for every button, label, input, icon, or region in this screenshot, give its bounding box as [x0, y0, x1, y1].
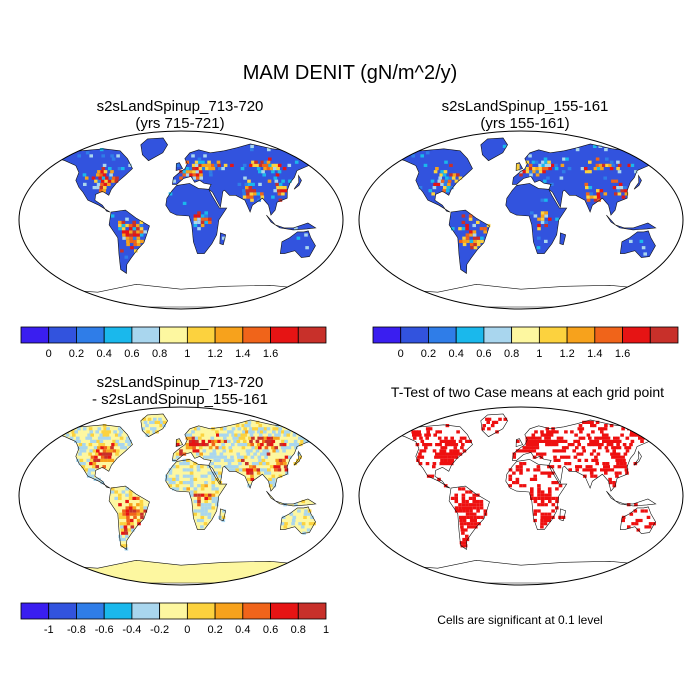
colorbar-case2-swatch	[483, 326, 513, 344]
colorbar-case1-swatch	[20, 326, 50, 344]
colorbar-case1-swatch	[159, 326, 188, 344]
colorbar-case1-tick-label: 0	[46, 348, 52, 360]
colorbar-difference-tick-label: 0	[184, 624, 190, 636]
colorbar-difference-swatch	[48, 602, 77, 620]
colorbar-case2-tick-label: 0.2	[421, 348, 436, 360]
colorbar-difference-tick-label: -0.6	[95, 624, 114, 636]
colorbar-case1-tick-label: 0.2	[69, 348, 84, 360]
colorbar-difference-swatch	[297, 602, 327, 620]
figure-title: MAM DENIT (gN/m^2/y)	[242, 62, 458, 84]
panel2-title-line2: (yrs 155-161)	[480, 115, 570, 132]
colorbar-case1-tick-label: 0.6	[124, 348, 139, 360]
map-panel-case1	[18, 130, 344, 310]
panel3-subtitle: s2sLandSpinup_713-720 - s2sLandSpinup_15…	[20, 374, 340, 408]
map-panel-difference	[18, 406, 344, 586]
colorbar-case1: 0 0.2 0.4 0.6 0.8 1 1.2 1.4 1.6	[20, 326, 327, 360]
panel2-title-line1: s2sLandSpinup_155-161	[441, 98, 609, 115]
colorbar-case1-swatch	[103, 326, 133, 344]
panel3-title-line1: s2sLandSpinup_713-720	[96, 374, 264, 391]
colorbar-difference-swatch	[159, 602, 188, 620]
colorbar-case1-swatch	[131, 326, 161, 344]
colorbar-difference-swatch	[270, 602, 299, 620]
colorbar-case2-tick-label: 0.4	[449, 348, 464, 360]
colorbar-difference-swatch	[131, 602, 161, 620]
colorbar-difference-tick-label: 1	[323, 624, 329, 636]
colorbar-difference-swatch	[214, 602, 244, 620]
colorbar-case1-tick-label: 1.2	[207, 348, 222, 360]
panel1-title-line2: (yrs 715-721)	[135, 115, 225, 132]
colorbar-difference-swatch	[20, 602, 50, 620]
colorbar-difference: -1 -0.8 -0.6 -0.4 -0.2 0 0.2 0.4 0.6 0.8 1	[20, 602, 329, 636]
colorbar-case2-swatch	[538, 326, 568, 344]
colorbar-difference-swatch	[242, 602, 271, 620]
colorbar-difference-tick-label: 0.2	[207, 624, 222, 636]
colorbar-case2-tick-label: 0.6	[476, 348, 491, 360]
colorbar-case1-tick-label: 0.8	[152, 348, 167, 360]
colorbar-difference-tick-label: -0.4	[122, 624, 141, 636]
colorbar-case2: 0 0.2 0.4 0.6 0.8 1 1.2 1.4 1.6	[372, 326, 679, 360]
colorbar-difference-tick-label: 0.6	[263, 624, 278, 636]
colorbar-case1-tick-label: 1	[184, 348, 190, 360]
colorbar-case2-tick-label: 1.2	[559, 348, 574, 360]
colorbar-difference-tick-label: 0.8	[291, 624, 306, 636]
colorbar-difference-tick-label: 0.4	[235, 624, 250, 636]
panel1-subtitle: s2sLandSpinup_713-720 (yrs 715-721)	[40, 98, 320, 132]
panel3-title-line2: - s2sLandSpinup_155-161	[92, 391, 268, 408]
colorbar-difference-tick-label: -0.2	[150, 624, 169, 636]
colorbar-case2-swatch	[622, 326, 651, 344]
panel4-title-line1: T-Test of two Case means at each grid po…	[390, 384, 665, 400]
colorbar-difference-tick-label: -0.8	[67, 624, 86, 636]
panel2-subtitle: s2sLandSpinup_155-161 (yrs 155-161)	[385, 98, 665, 132]
colorbar-difference-swatch	[186, 602, 216, 620]
colorbar-case1-swatch	[242, 326, 271, 344]
map-panel-case2	[358, 130, 684, 310]
colorbar-case2-swatch	[400, 326, 429, 344]
colorbar-case1-tick-label: 1.6	[263, 348, 278, 360]
colorbar-case1-swatch	[48, 326, 77, 344]
colorbar-case2-swatch	[594, 326, 623, 344]
panel1-title-line1: s2sLandSpinup_713-720	[96, 98, 264, 115]
colorbar-case2-swatch	[372, 326, 402, 344]
colorbar-case2-swatch	[649, 326, 679, 344]
colorbar-case1-swatch	[270, 326, 299, 344]
colorbar-case2-tick-label: 0	[398, 348, 404, 360]
colorbar-difference-swatch	[76, 602, 105, 620]
map-panel-ttest	[358, 406, 684, 586]
colorbar-difference-swatch	[103, 602, 133, 620]
panel4-subtitle: T-Test of two Case means at each grid po…	[360, 384, 695, 401]
colorbar-case1-tick-label: 1.4	[235, 348, 250, 360]
colorbar-case2-tick-label: 1.4	[587, 348, 602, 360]
colorbar-case2-tick-label: 0.8	[504, 348, 519, 360]
colorbar-case1-swatch	[186, 326, 216, 344]
colorbar-case2-swatch	[511, 326, 540, 344]
colorbar-case2-tick-label: 1	[536, 348, 542, 360]
colorbar-case1-swatch	[297, 326, 327, 344]
colorbar-case2-swatch	[566, 326, 596, 344]
colorbar-case1-swatch	[76, 326, 105, 344]
ttest-significance-note: Cells are significant at 0.1 level	[437, 613, 603, 627]
colorbar-case1-swatch	[214, 326, 244, 344]
colorbar-case2-tick-label: 1.6	[615, 348, 630, 360]
colorbar-difference-tick-label: -1	[44, 624, 54, 636]
colorbar-case1-tick-label: 0.4	[97, 348, 112, 360]
colorbar-case2-swatch	[428, 326, 457, 344]
colorbar-case2-swatch	[455, 326, 485, 344]
